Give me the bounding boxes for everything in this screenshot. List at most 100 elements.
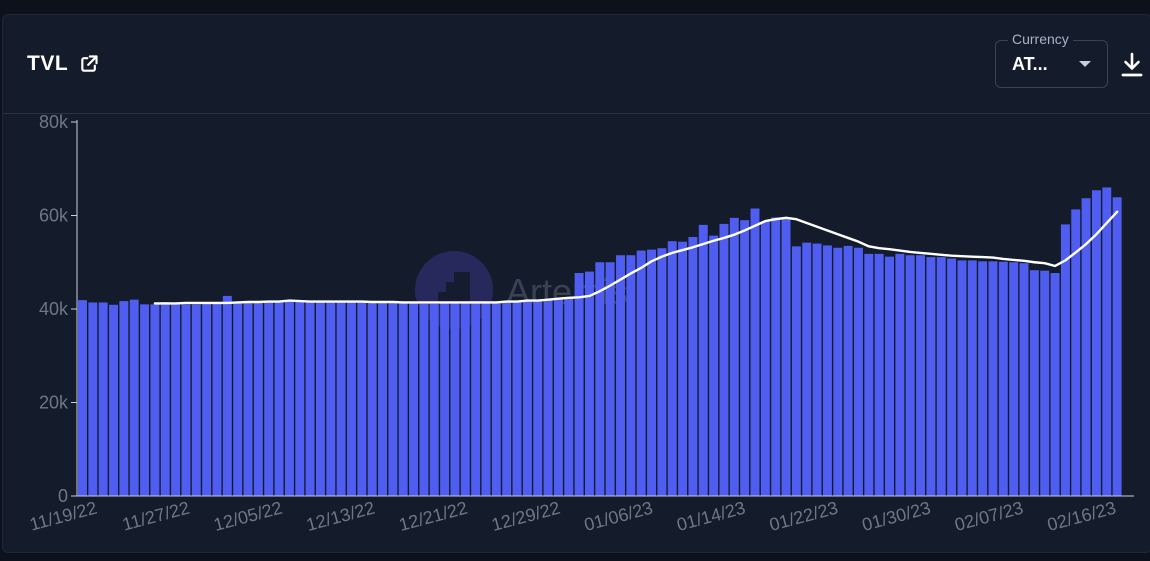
bar[interactable] xyxy=(243,301,253,496)
bar[interactable] xyxy=(843,245,853,496)
bar[interactable] xyxy=(450,302,460,496)
bar[interactable] xyxy=(274,301,284,496)
bar[interactable] xyxy=(781,217,791,496)
bar[interactable] xyxy=(657,248,667,496)
bar[interactable] xyxy=(419,303,429,496)
bar[interactable] xyxy=(1102,187,1112,496)
bar[interactable] xyxy=(1081,198,1091,496)
bar[interactable] xyxy=(533,301,543,496)
bar[interactable] xyxy=(388,301,398,496)
bar[interactable] xyxy=(874,253,884,496)
bar[interactable] xyxy=(740,220,750,496)
bar[interactable] xyxy=(222,295,232,496)
bar[interactable] xyxy=(88,302,98,496)
bar[interactable] xyxy=(491,301,501,496)
bar[interactable] xyxy=(1091,190,1101,496)
bar[interactable] xyxy=(947,258,957,496)
bar[interactable] xyxy=(1060,224,1070,496)
external-link-icon[interactable] xyxy=(79,54,99,74)
bar[interactable] xyxy=(150,304,160,496)
bar[interactable] xyxy=(264,301,274,496)
bar[interactable] xyxy=(647,249,657,496)
download-icon[interactable] xyxy=(1121,52,1143,78)
bar[interactable] xyxy=(802,242,812,496)
bar[interactable] xyxy=(233,301,243,496)
bar[interactable] xyxy=(315,301,325,496)
bar[interactable] xyxy=(822,245,832,496)
bar[interactable] xyxy=(212,303,222,496)
bar[interactable] xyxy=(895,253,905,496)
bar[interactable] xyxy=(698,224,708,496)
bar[interactable] xyxy=(357,301,367,496)
bar[interactable] xyxy=(181,304,191,496)
bar[interactable] xyxy=(916,255,926,496)
bar[interactable] xyxy=(202,303,212,496)
bar[interactable] xyxy=(398,303,408,496)
bar[interactable] xyxy=(936,257,946,496)
bar[interactable] xyxy=(791,246,801,496)
bar[interactable] xyxy=(1009,262,1019,496)
bar[interactable] xyxy=(988,261,998,496)
bar[interactable] xyxy=(512,301,522,496)
bar[interactable] xyxy=(1112,197,1122,496)
bar[interactable] xyxy=(760,221,770,497)
bar[interactable] xyxy=(564,297,574,496)
bar[interactable] xyxy=(998,261,1008,496)
bar[interactable] xyxy=(98,302,108,496)
bar[interactable] xyxy=(595,262,605,496)
bar[interactable] xyxy=(957,260,967,496)
bar[interactable] xyxy=(1019,263,1029,496)
bar[interactable] xyxy=(171,304,181,496)
bar[interactable] xyxy=(812,243,822,496)
bar[interactable] xyxy=(378,301,387,496)
bar[interactable] xyxy=(295,301,305,496)
bar[interactable] xyxy=(367,301,377,496)
bar[interactable] xyxy=(109,304,118,496)
bar[interactable] xyxy=(771,217,781,496)
bar[interactable] xyxy=(719,223,729,496)
bar[interactable] xyxy=(119,301,129,496)
bar[interactable] xyxy=(1040,270,1050,496)
bar[interactable] xyxy=(471,301,481,496)
bar[interactable] xyxy=(678,241,688,496)
bar[interactable] xyxy=(1071,209,1081,497)
bar[interactable] xyxy=(543,299,553,496)
bar[interactable] xyxy=(481,301,491,496)
bar[interactable] xyxy=(191,304,201,496)
bar[interactable] xyxy=(905,255,915,496)
bar[interactable] xyxy=(409,301,419,496)
bar[interactable] xyxy=(1029,270,1039,496)
bar[interactable] xyxy=(926,257,936,496)
bar[interactable] xyxy=(460,302,470,496)
bar[interactable] xyxy=(574,273,584,496)
bar[interactable] xyxy=(440,301,450,496)
bar[interactable] xyxy=(853,247,863,496)
bar[interactable] xyxy=(667,241,677,496)
bar[interactable] xyxy=(553,299,563,496)
bar[interactable] xyxy=(1050,273,1060,496)
bar[interactable] xyxy=(160,301,170,496)
bar[interactable] xyxy=(750,208,760,497)
bar[interactable] xyxy=(429,303,439,496)
bar[interactable] xyxy=(729,217,739,496)
bar[interactable] xyxy=(967,260,977,496)
bar[interactable] xyxy=(284,301,294,496)
bar[interactable] xyxy=(326,301,336,496)
bar[interactable] xyxy=(584,271,594,496)
bar[interactable] xyxy=(885,256,894,496)
bar[interactable] xyxy=(78,300,87,496)
bar[interactable] xyxy=(140,304,150,496)
bar[interactable] xyxy=(626,255,636,496)
bar[interactable] xyxy=(616,255,625,496)
bar[interactable] xyxy=(978,261,988,496)
bar[interactable] xyxy=(636,250,646,496)
bar[interactable] xyxy=(129,299,139,496)
bar[interactable] xyxy=(336,301,346,496)
bar[interactable] xyxy=(502,301,512,496)
bar[interactable] xyxy=(253,301,263,496)
bar[interactable] xyxy=(864,253,874,496)
currency-select[interactable]: Currency AT... xyxy=(995,31,1108,88)
bar[interactable] xyxy=(305,301,315,496)
bar[interactable] xyxy=(833,247,843,496)
bar[interactable] xyxy=(605,262,615,496)
